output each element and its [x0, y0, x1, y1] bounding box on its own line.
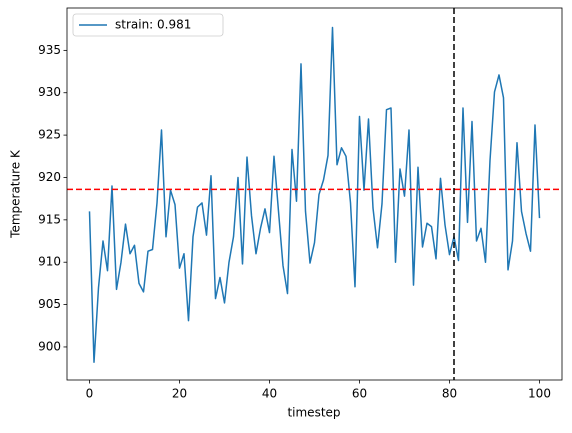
y-tick-label: 930: [38, 85, 61, 99]
x-tick-label: 40: [262, 387, 277, 401]
legend-label: strain: 0.981: [115, 18, 191, 32]
legend-box: [72, 13, 224, 37]
y-tick-label: 910: [38, 255, 61, 269]
x-tick-label: 20: [172, 387, 187, 401]
x-tick-label: 60: [352, 387, 367, 401]
y-tick-label: 915: [38, 212, 61, 226]
y-tick-label: 925: [38, 128, 61, 142]
y-tick-label: 920: [38, 170, 61, 184]
y-axis-label: Temperature K: [9, 149, 23, 239]
x-tick-label: 80: [442, 387, 457, 401]
plot-frame: [66, 7, 563, 381]
data-line: [88, 26, 541, 363]
y-tick-label: 935: [38, 43, 61, 57]
y-tick-label: 900: [38, 339, 61, 353]
x-tick-label: 0: [86, 387, 94, 401]
y-tick-label: 905: [38, 297, 61, 311]
x-axis-label: timestep: [287, 406, 340, 420]
x-tick-label: 100: [528, 387, 551, 401]
